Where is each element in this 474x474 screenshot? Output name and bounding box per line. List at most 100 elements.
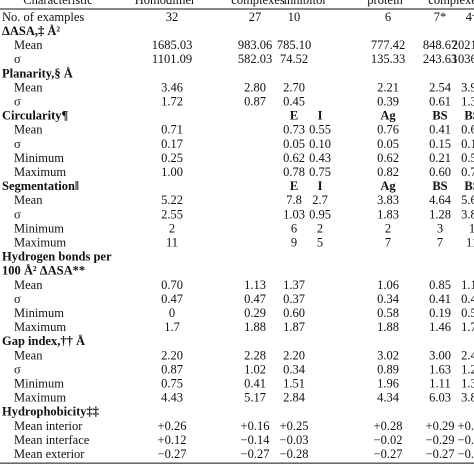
cell: 1.35: [461, 94, 474, 108]
cell: +0.26: [158, 419, 187, 433]
cell: BS: [432, 179, 447, 193]
cell: 9: [291, 235, 297, 249]
cell: 0.37: [283, 292, 305, 306]
cell: 0.73: [283, 123, 305, 137]
cell: 5.63: [461, 193, 474, 207]
cell: 1.88: [244, 320, 266, 334]
cell: 2.80: [244, 80, 266, 94]
cell: −0.27: [374, 447, 403, 461]
cell: 1.03: [283, 207, 305, 221]
cell: −0.02: [374, 433, 403, 447]
row-label: σ: [14, 94, 21, 108]
cell: 0.10: [309, 137, 331, 151]
cell: −0.14: [241, 433, 271, 447]
row-label: σ: [14, 137, 21, 151]
cell: −0.27: [241, 447, 270, 461]
cell: 983.06: [238, 38, 272, 52]
cell: 0.10: [461, 137, 474, 151]
cell: BS: [464, 179, 474, 193]
row-label: Maximum: [14, 320, 66, 334]
cell: +0.28: [374, 419, 403, 433]
cell: 0.34: [283, 362, 306, 376]
section-title: ΔASA,‡ Å²: [2, 24, 60, 38]
cell: 3.46: [161, 80, 183, 94]
cell: +0.29: [426, 419, 455, 433]
cell: 5: [317, 235, 323, 249]
cell: 1.7: [164, 320, 180, 334]
cell: 0.78: [283, 165, 305, 179]
cell: 0.62: [377, 151, 399, 165]
cell: 1.96: [377, 376, 399, 390]
cell: 32: [166, 10, 179, 24]
cell: 0.74: [461, 165, 474, 179]
cell: 1.51: [283, 376, 305, 390]
cell: 0.25: [161, 151, 183, 165]
cell: 1.02: [244, 362, 266, 376]
row-label: Mean: [14, 80, 43, 94]
cell: 0.71: [161, 123, 183, 137]
cell: 4.64: [429, 193, 452, 207]
cell: 3.83: [377, 193, 399, 207]
cell: 785.10: [277, 38, 311, 52]
cell: 0.82: [377, 165, 399, 179]
cell: 4.43: [161, 391, 183, 405]
cell: 4†: [466, 10, 474, 24]
row-label: Maximum: [14, 165, 66, 179]
cell: 2.70: [283, 80, 305, 94]
cell: 0.15: [429, 137, 451, 151]
cell: 7.8: [286, 193, 302, 207]
cell: 848.67: [423, 38, 457, 52]
cell: 0.64: [461, 123, 474, 137]
cell: 7: [437, 235, 443, 249]
cell: +0.25: [280, 419, 309, 433]
column-header: inhibitor: [283, 0, 327, 7]
cell: 2.21: [377, 80, 399, 94]
cell: 1.28: [461, 362, 474, 376]
cell: 0.70: [161, 278, 183, 292]
cell: −0.27: [458, 447, 474, 461]
cell: +0.12: [158, 433, 187, 447]
cell: 5.17: [244, 391, 266, 405]
cell: −0.27: [426, 447, 455, 461]
cell: BS: [464, 109, 474, 123]
cell: 1.83: [377, 207, 399, 221]
cell: 0.41: [244, 376, 266, 390]
cell: 7: [385, 235, 391, 249]
cell: 0.19: [429, 306, 451, 320]
cell: 1.13: [244, 278, 266, 292]
cell: +0.16: [241, 419, 270, 433]
cell: 0.50: [461, 151, 474, 165]
cell: 2: [317, 221, 323, 235]
row-label: Minimum: [14, 221, 64, 235]
row-label: σ: [14, 207, 21, 221]
column-header: complexes: [231, 0, 285, 7]
row-label: Minimum: [14, 151, 64, 165]
cell: 1.37: [283, 278, 305, 292]
cell: 2: [385, 221, 391, 235]
cell: 2: [169, 221, 175, 235]
cell: 0.47: [161, 292, 183, 306]
cell: 0.50: [461, 306, 474, 320]
row-label: No. of examples: [2, 10, 84, 24]
cell: 2.20: [161, 348, 183, 362]
cell: BS: [432, 109, 447, 123]
cell: −0.28: [280, 447, 309, 461]
cell: 10: [288, 10, 301, 24]
cell: 27: [249, 10, 262, 24]
cell: 0.43: [309, 151, 331, 165]
cell: −0.27: [158, 447, 187, 461]
cell: 0.85: [429, 278, 451, 292]
row-label: σ: [14, 292, 21, 306]
cell: −0.05: [458, 433, 474, 447]
cell: −0.03: [280, 433, 309, 447]
row-label: Mean interface: [14, 433, 90, 447]
cell: 6: [291, 221, 297, 235]
cell: 0.39: [377, 94, 399, 108]
cell: 0: [169, 306, 175, 320]
cell: 6: [385, 10, 391, 24]
cell: 0.47: [461, 292, 474, 306]
cell: 1.46: [429, 320, 451, 334]
cell: 0.60: [283, 306, 305, 320]
cell: 2.48: [461, 348, 474, 362]
